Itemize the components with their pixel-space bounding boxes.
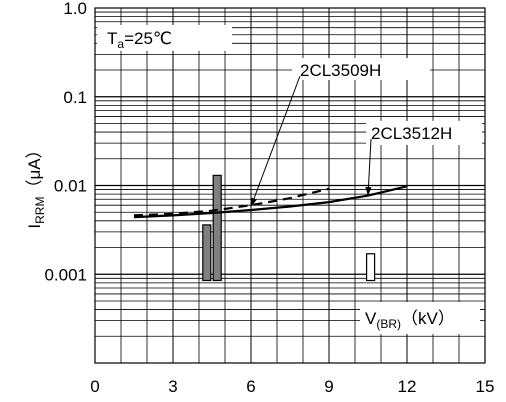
- range-bars: [202, 174, 376, 282]
- x-tick-label: 0: [90, 377, 99, 396]
- condition-label: Ta=25℃: [107, 29, 172, 51]
- annotation-2CL3512H: 2CL3512H: [366, 121, 482, 145]
- x-tick-label: 6: [246, 377, 255, 396]
- y-tick-label: 0.001: [44, 265, 87, 284]
- leader-line: [367, 138, 372, 196]
- series-line-2CL3509H: [133, 187, 330, 217]
- condition-box: Ta=25℃: [97, 25, 232, 51]
- leader-line: [250, 75, 301, 207]
- x-axis-label-box: V(BR)（kV）: [360, 302, 480, 334]
- x-tick-label: 12: [398, 377, 417, 396]
- y-axis-label-main: I: [25, 224, 44, 229]
- annotation-leaders: [250, 75, 372, 207]
- plot-frame: [94, 7, 486, 364]
- leader-arrowhead: [365, 186, 372, 196]
- x-tick-label: 15: [476, 377, 495, 396]
- annotation-2CL3509H-label: 2CL3509H: [300, 61, 381, 80]
- y-tick-label: 0.01: [54, 177, 87, 196]
- x-axis-label-sub: (BR): [376, 317, 401, 331]
- leader-arrowhead: [251, 197, 257, 207]
- x-axis-label: V(BR)（kV）: [365, 309, 455, 331]
- annotation-2CL3509H: 2CL3509H: [292, 58, 430, 80]
- condition-main: T: [107, 29, 117, 48]
- annotation-2CL3512H-label: 2CL3512H: [371, 124, 452, 143]
- condition-sub: a: [117, 37, 124, 51]
- range-bar: [212, 174, 222, 282]
- x-axis-label-unit: （kV）: [401, 309, 455, 328]
- range-bar: [366, 253, 376, 282]
- x-tick-label: 9: [324, 377, 333, 396]
- series-layer: [133, 185, 408, 219]
- condition-value: =25℃: [124, 29, 172, 48]
- y-tick-labels: 1.0 0.1 0.01 0.001: [44, 0, 87, 284]
- y-axis-label-unit: （μA）: [25, 141, 44, 196]
- series-line-2CL3512H: [133, 185, 408, 219]
- x-tick-labels: 0 3 6 9 12 15: [90, 377, 494, 396]
- y-tick-label: 1.0: [63, 0, 87, 18]
- y-axis-label-sub: RRM: [33, 197, 47, 224]
- x-axis-label-main: V: [365, 309, 377, 328]
- x-tick-label: 3: [168, 377, 177, 396]
- range-bar: [202, 224, 212, 282]
- y-axis-label: IRRM（μA）: [25, 141, 47, 228]
- y-tick-label: 0.1: [63, 88, 87, 107]
